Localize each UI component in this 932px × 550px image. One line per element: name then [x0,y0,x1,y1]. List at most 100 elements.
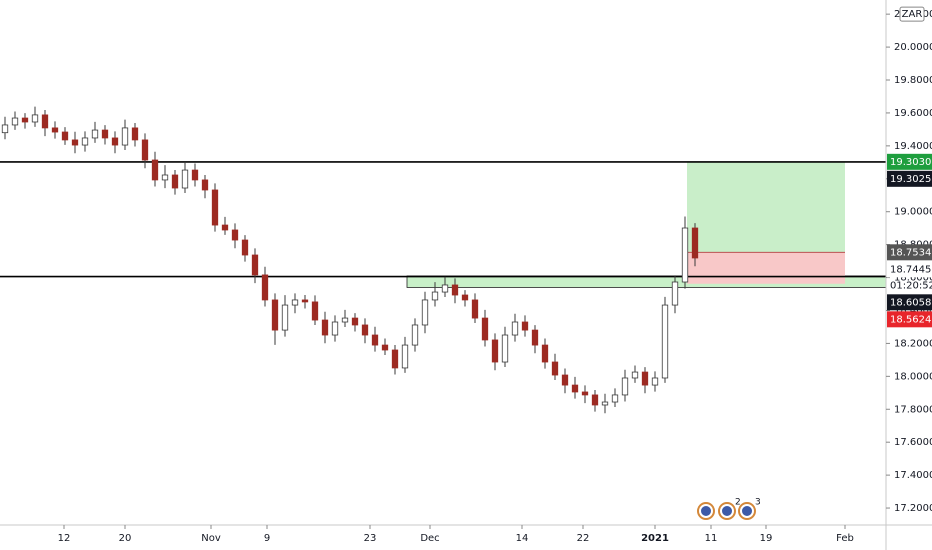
candle-body [661,304,669,379]
candle-body [1,124,9,134]
loss-area [687,252,845,284]
y-tick-label: 18.60000 [894,273,932,284]
y-tick-label: 18.20000 [894,338,932,349]
candle-body [461,294,469,301]
candle-body [611,394,619,403]
candle-body [11,117,19,126]
y-tick-label: 20.00000 [894,42,932,53]
x-tick-label: 20 [119,533,132,544]
candle-body [471,299,479,319]
candle-body [81,137,89,146]
candle-body [181,169,189,189]
candle-body [21,117,29,123]
y-tick-label: 19.40000 [894,141,932,152]
x-tick-label: 9 [264,533,270,544]
x-tick-label: 14 [516,533,529,544]
x-tick-label: Dec [420,533,439,544]
x-tick-label: 19 [760,533,773,544]
candle-body [101,129,109,139]
candle-body [71,139,79,146]
candle-body [511,321,519,336]
candle-body [631,371,639,379]
currency-label: ZAR [902,9,923,20]
x-tick-label: 23 [364,533,377,544]
candle-body [591,394,599,406]
y-tick-label: 19.00000 [894,207,932,218]
candle-body [521,321,529,331]
candle-body [241,239,249,256]
candle-body [571,384,579,393]
event-icon-inner [742,506,752,516]
candle-body [141,139,149,161]
price-label: 19.30253 [890,174,932,185]
y-tick-label: 17.40000 [894,470,932,481]
candle-body [691,227,699,259]
price-label: 18.60587 [890,297,932,308]
x-tick-label: Nov [201,533,221,544]
candle-body [551,361,559,376]
x-tick-label: Feb [836,533,854,544]
candle-body [421,299,429,326]
candle-body [201,179,209,191]
price-label: 18.56246 [890,314,932,325]
candle-body [331,321,339,336]
y-tick-label: 17.20000 [894,503,932,514]
candle-body [581,391,589,396]
y-tick-label: 19.80000 [894,75,932,86]
candle-body [291,299,299,306]
candle-body [441,284,449,293]
price-label-box [887,244,932,261]
countdown-label: 01:20:52 [890,280,932,291]
candle-body [41,114,49,129]
candle-body [51,127,59,133]
candle-body [231,229,239,241]
price-label-box [887,153,932,170]
candle-body [161,174,169,181]
candle-body [131,127,139,141]
candle-body [381,344,389,351]
candle-body [221,224,229,231]
candle-body [371,334,379,346]
candle-body [401,344,409,369]
candle-body [251,254,259,276]
candle-body [501,334,509,363]
candle-body [451,284,459,296]
y-tick-label: 17.80000 [894,404,932,415]
candle-body [151,159,159,181]
candle-body [171,174,179,189]
candle-body [361,324,369,336]
candle-body [211,189,219,226]
candle-body [191,169,199,181]
candle-body [111,137,119,146]
candle-body [91,129,99,139]
currency-badge [899,6,925,22]
candle-body [491,339,499,363]
candle-body [271,299,279,331]
event-icon-inner [701,506,711,516]
price-label-box [887,261,932,278]
x-tick-label: 11 [705,533,718,544]
candle-body [281,304,289,331]
event-icon-inner [722,506,732,516]
candle-body [61,131,69,141]
candle-body [541,344,549,363]
y-tick-label: 18.00000 [894,371,932,382]
candle-body [411,324,419,346]
price-label-box [887,294,932,311]
y-tick-label: 19.60000 [894,108,932,119]
candle-body [31,114,39,123]
candle-body [481,317,489,341]
profit-area [687,161,845,253]
candle-body [121,127,129,146]
candle-body [351,317,359,326]
event-count: 2 [735,498,741,508]
candle-body [431,291,439,301]
candle-body [671,281,679,306]
candle-body [621,377,629,396]
candle-body [641,371,649,386]
x-tick-label: 2021 [641,533,669,544]
price-label-box [887,311,932,328]
candle-body [651,377,659,386]
y-tick-label: 17.60000 [894,437,932,448]
